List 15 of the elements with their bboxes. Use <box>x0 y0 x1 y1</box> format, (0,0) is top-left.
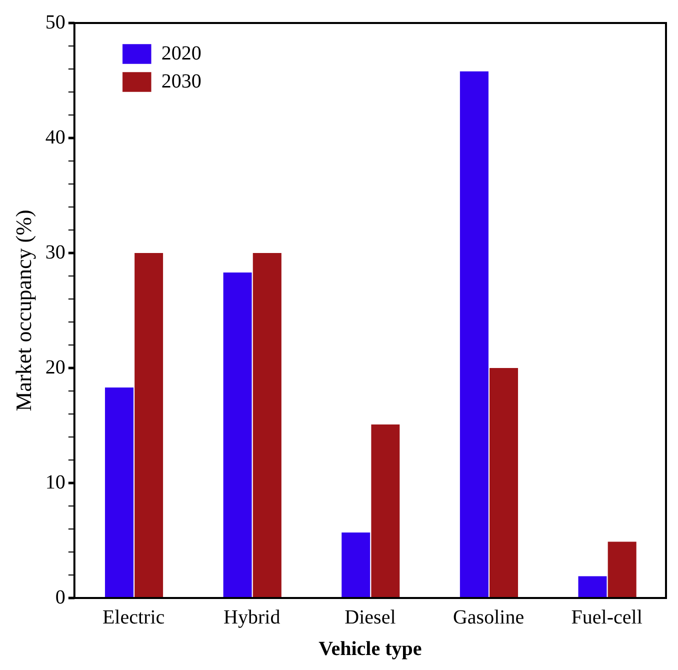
x-tick-label: Electric <box>102 606 165 628</box>
y-tick-label: 0 <box>55 586 66 608</box>
y-tick-label: 40 <box>45 126 66 148</box>
y-tick-label: 30 <box>45 241 66 264</box>
y-tick-label: 10 <box>45 471 66 494</box>
y-tick-label: 20 <box>45 356 66 378</box>
y-tick-label: 50 <box>45 11 66 34</box>
x-axis-title: Vehicle type <box>318 638 422 660</box>
x-tick-label: Diesel <box>344 606 396 628</box>
x-tick-label: Hybrid <box>224 606 280 628</box>
legend-label: 2020 <box>161 42 202 64</box>
x-tick-label: Fuel-cell <box>571 606 643 628</box>
y-axis-title: Market occupancy (%) <box>10 210 36 412</box>
x-tick-label: Gasoline <box>452 606 524 628</box>
legend-label: 2030 <box>161 70 202 92</box>
